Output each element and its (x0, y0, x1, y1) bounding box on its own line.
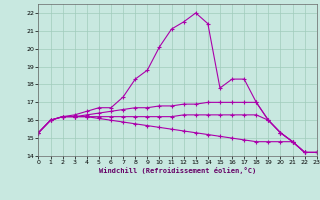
X-axis label: Windchill (Refroidissement éolien,°C): Windchill (Refroidissement éolien,°C) (99, 167, 256, 174)
